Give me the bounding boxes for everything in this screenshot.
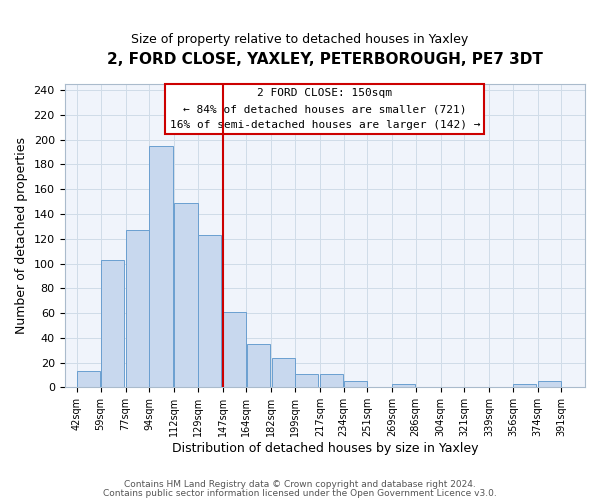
Text: 2 FORD CLOSE: 150sqm
← 84% of detached houses are smaller (721)
16% of semi-deta: 2 FORD CLOSE: 150sqm ← 84% of detached h… xyxy=(170,88,480,130)
Bar xyxy=(272,358,295,388)
Y-axis label: Number of detached properties: Number of detached properties xyxy=(15,137,28,334)
Title: 2, FORD CLOSE, YAXLEY, PETERBOROUGH, PE7 3DT: 2, FORD CLOSE, YAXLEY, PETERBOROUGH, PE7… xyxy=(107,52,543,68)
Bar xyxy=(295,374,319,388)
Bar xyxy=(392,384,415,388)
Bar xyxy=(77,371,100,388)
Bar xyxy=(198,235,221,388)
Text: Contains public sector information licensed under the Open Government Licence v3: Contains public sector information licen… xyxy=(103,489,497,498)
Text: Size of property relative to detached houses in Yaxley: Size of property relative to detached ho… xyxy=(131,32,469,46)
Bar xyxy=(538,381,561,388)
Bar xyxy=(344,381,367,388)
Bar xyxy=(175,203,197,388)
X-axis label: Distribution of detached houses by size in Yaxley: Distribution of detached houses by size … xyxy=(172,442,478,455)
Bar xyxy=(513,384,536,388)
Bar xyxy=(247,344,270,388)
Text: Contains HM Land Registry data © Crown copyright and database right 2024.: Contains HM Land Registry data © Crown c… xyxy=(124,480,476,489)
Bar xyxy=(149,146,173,388)
Bar xyxy=(126,230,149,388)
Bar xyxy=(320,374,343,388)
Bar xyxy=(223,312,246,388)
Bar xyxy=(101,260,124,388)
